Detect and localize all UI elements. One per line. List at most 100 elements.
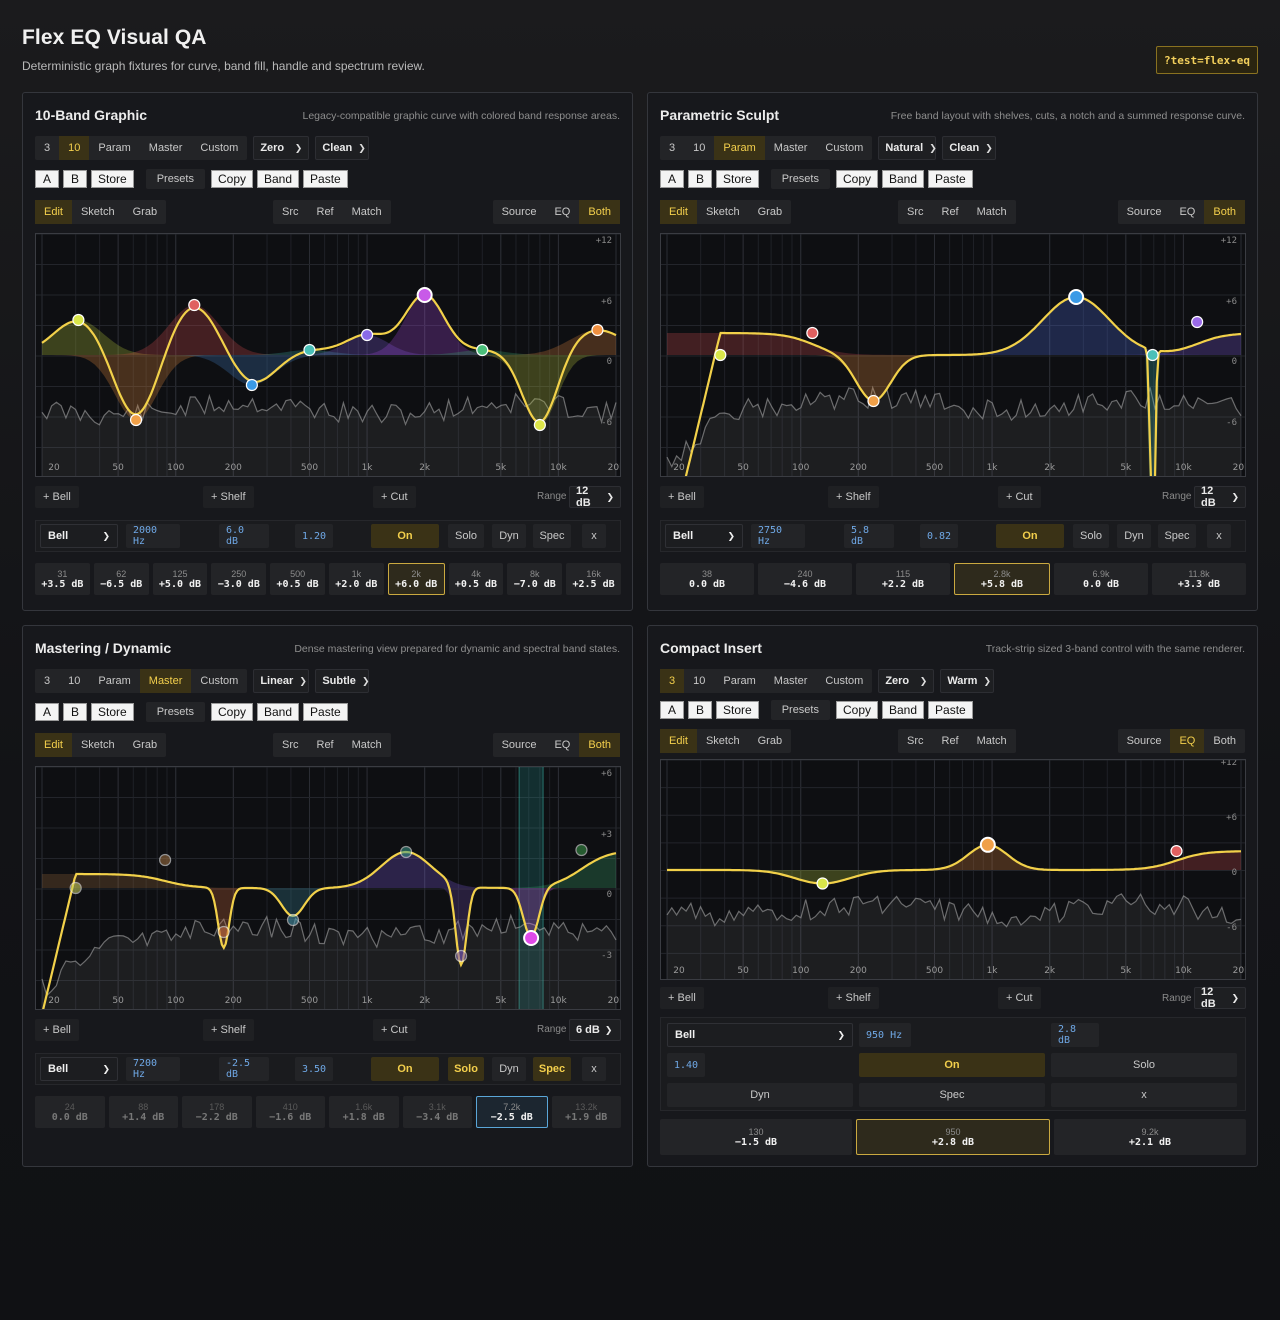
preset-b-button[interactable]: B bbox=[688, 170, 712, 188]
ref-button[interactable]: Ref bbox=[941, 206, 959, 218]
add-cut-button[interactable]: + Cut bbox=[373, 486, 416, 508]
add-shelf-button[interactable]: + Shelf bbox=[203, 1019, 254, 1041]
band-on-button[interactable]: On bbox=[371, 1057, 439, 1081]
add-cut-button[interactable]: + Cut bbox=[998, 486, 1041, 508]
match-button[interactable]: Match bbox=[976, 206, 1007, 218]
view-eq-button[interactable]: EQ bbox=[1179, 206, 1196, 218]
band-on-button[interactable]: On bbox=[996, 524, 1064, 548]
tool-edit-button[interactable]: Edit bbox=[35, 733, 72, 757]
band-chip[interactable]: 4k +0.5 dB bbox=[448, 563, 504, 595]
add-cut-button[interactable]: + Cut bbox=[373, 1019, 416, 1041]
view-eq-button[interactable]: EQ bbox=[554, 739, 571, 751]
remove-band-button[interactable]: x bbox=[1051, 1083, 1237, 1107]
view-eq-button[interactable]: EQ bbox=[554, 206, 571, 218]
band-button[interactable]: Band bbox=[882, 701, 925, 719]
range-select[interactable]: 6 dB ❯ bbox=[569, 1019, 621, 1041]
add-shelf-button[interactable]: + Shelf bbox=[828, 987, 879, 1009]
paste-button[interactable]: Paste bbox=[303, 703, 348, 721]
src-button[interactable]: Src bbox=[282, 206, 299, 218]
add-bell-button[interactable]: + Bell bbox=[35, 1019, 79, 1041]
view-source-button[interactable]: Source bbox=[1126, 735, 1162, 747]
character-select[interactable]: Subtle ❯ bbox=[315, 669, 369, 693]
range-select[interactable]: 12 dB ❯ bbox=[1194, 485, 1246, 509]
band-chip[interactable]: 500 +0.5 dB bbox=[270, 563, 325, 595]
view-both-button[interactable]: Both bbox=[1213, 735, 1236, 747]
band-chip[interactable]: 130 −1.5 dB bbox=[660, 1119, 852, 1155]
band-button[interactable]: Band bbox=[257, 170, 300, 188]
test-query-badge[interactable]: ?test=flex-eq bbox=[1156, 46, 1258, 74]
band-chip-selected[interactable]: 950 +2.8 dB bbox=[856, 1119, 1050, 1155]
view-both-button[interactable]: Both bbox=[579, 200, 620, 224]
eq-graph-canvas[interactable]: +6 +3 0 -3 20 50 100 200 500 1k 2k 5k 10k 20k bbox=[36, 767, 621, 1010]
view-source-button[interactable]: Source bbox=[1126, 206, 1162, 218]
eq-graph-canvas[interactable]: +12 +6 0 -6 20 50 100 200 500 1k 2k 5k 10k 20k bbox=[36, 234, 621, 477]
paste-button[interactable]: Paste bbox=[928, 701, 973, 719]
spectral-button[interactable]: Spec bbox=[533, 524, 571, 548]
band-type-select[interactable]: Bell ❯ bbox=[40, 1057, 118, 1081]
ref-button[interactable]: Ref bbox=[316, 739, 334, 751]
preset-a-button[interactable]: A bbox=[660, 170, 684, 188]
preset-b-button[interactable]: B bbox=[63, 170, 87, 188]
character-select[interactable]: Clean ❯ bbox=[315, 136, 370, 160]
view-source-button[interactable]: Source bbox=[501, 739, 537, 751]
spectral-button[interactable]: Spec bbox=[859, 1083, 1045, 1107]
tool-grab-button[interactable]: Grab bbox=[132, 206, 158, 218]
q-field[interactable]: 1.20 bbox=[295, 524, 333, 548]
tool-sketch-button[interactable]: Sketch bbox=[705, 735, 740, 747]
band-chip[interactable]: 88 +1.4 dB bbox=[108, 1096, 178, 1128]
mode-param-button[interactable]: Param bbox=[723, 675, 756, 687]
band-chip[interactable]: 11.8k +3.3 dB bbox=[1152, 563, 1246, 595]
frequency-field[interactable]: 2750 Hz bbox=[751, 524, 805, 548]
spectral-button[interactable]: Spec bbox=[1158, 524, 1196, 548]
range-select[interactable]: 12 dB ❯ bbox=[569, 485, 621, 509]
spectral-button[interactable]: Spec bbox=[533, 1057, 571, 1081]
solo-button[interactable]: Solo bbox=[1073, 524, 1109, 548]
mode-custom-button[interactable]: Custom bbox=[200, 142, 239, 154]
q-field[interactable]: 1.40 bbox=[667, 1053, 705, 1077]
add-shelf-button[interactable]: + Shelf bbox=[203, 486, 254, 508]
band-type-select[interactable]: Bell ❯ bbox=[665, 524, 743, 548]
eq-graph-canvas[interactable]: +12 +6 0 -6 20 50 100 200 500 1k 2k 5k 10k 20k bbox=[661, 234, 1246, 477]
gain-field[interactable]: -2.5 dB bbox=[219, 1057, 269, 1081]
dynamic-button[interactable]: Dyn bbox=[492, 1057, 526, 1081]
mode-10-button[interactable]: 10 bbox=[59, 136, 90, 160]
character-select[interactable]: Clean ❯ bbox=[942, 136, 997, 160]
band-chip[interactable]: 9.2k +2.1 dB bbox=[1054, 1119, 1246, 1155]
band-chip[interactable]: 6.9k 0.0 dB bbox=[1054, 563, 1148, 595]
band-chip[interactable]: 8k −7.0 dB bbox=[507, 563, 563, 595]
mode-master-button[interactable]: Master bbox=[773, 675, 808, 687]
tool-grab-button[interactable]: Grab bbox=[132, 739, 158, 751]
view-both-button[interactable]: Both bbox=[579, 733, 620, 757]
band-type-select[interactable]: Bell ❯ bbox=[40, 524, 118, 548]
tool-grab-button[interactable]: Grab bbox=[757, 735, 783, 747]
solo-button[interactable]: Solo bbox=[448, 1057, 484, 1081]
add-bell-button[interactable]: + Bell bbox=[660, 987, 704, 1009]
store-button[interactable]: Store bbox=[716, 170, 759, 188]
presets-button[interactable]: Presets bbox=[770, 169, 830, 189]
dynamic-button[interactable]: Dyn bbox=[667, 1083, 853, 1107]
copy-button[interactable]: Copy bbox=[835, 701, 878, 719]
store-button[interactable]: Store bbox=[716, 701, 759, 719]
range-select[interactable]: 12 dB ❯ bbox=[1194, 986, 1246, 1010]
tool-edit-button[interactable]: Edit bbox=[35, 200, 72, 224]
paste-button[interactable]: Paste bbox=[928, 170, 973, 188]
band-chip-selected[interactable]: 7.2k −2.5 dB bbox=[476, 1096, 548, 1128]
view-source-button[interactable]: Source bbox=[501, 206, 537, 218]
mode-10-button[interactable]: 10 bbox=[693, 142, 706, 154]
presets-button[interactable]: Presets bbox=[145, 169, 205, 189]
band-chip-selected[interactable]: 2k +6.0 dB bbox=[387, 563, 445, 595]
band-chip[interactable]: 13.2k +1.9 dB bbox=[551, 1096, 621, 1128]
mode-10-button[interactable]: 10 bbox=[693, 675, 706, 687]
mode-custom-button[interactable]: Custom bbox=[200, 675, 239, 687]
phase-select[interactable]: Zero ❯ bbox=[878, 669, 935, 693]
band-chip[interactable]: 3.1k −3.4 dB bbox=[402, 1096, 472, 1128]
phase-select[interactable]: Natural ❯ bbox=[878, 136, 937, 160]
mode-param-button[interactable]: Param bbox=[714, 136, 765, 160]
phase-select[interactable]: Zero ❯ bbox=[253, 136, 310, 160]
tool-edit-button[interactable]: Edit bbox=[660, 729, 697, 753]
eq-graph[interactable]: +6 +3 0 -3 20 50 100 200 500 1k 2k 5k 10k 20k bbox=[35, 766, 621, 1010]
band-type-select[interactable]: Bell ❯ bbox=[667, 1023, 853, 1047]
eq-graph[interactable]: +12 +6 0 -6 20 50 100 200 500 1k 2k 5k 10k 20k bbox=[660, 759, 1246, 980]
mode-param-button[interactable]: Param bbox=[98, 142, 131, 154]
tool-sketch-button[interactable]: Sketch bbox=[705, 206, 740, 218]
